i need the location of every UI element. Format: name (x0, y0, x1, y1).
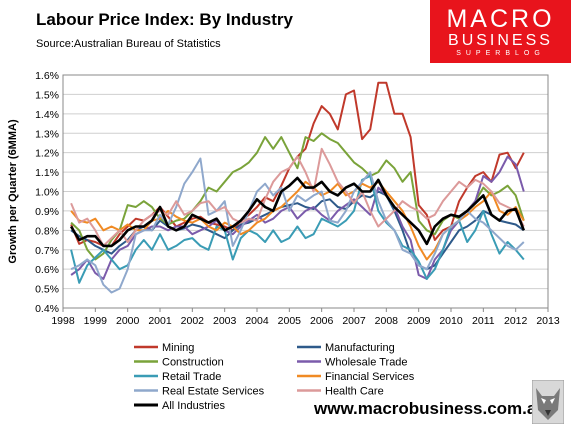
x-tick-label: 1999 (84, 315, 108, 327)
chart-source: Source:Australian Bureau of Statistics (36, 38, 221, 50)
legend-label: Wholesale Trade (325, 357, 408, 369)
y-axis-title: Growth per Quarter (6MMA) (7, 119, 19, 264)
legend-label: Retail Trade (162, 371, 221, 383)
logo-line-2: BUSINESS (448, 32, 553, 49)
footer-url: www.macrobusiness.com.au (314, 399, 547, 418)
x-tick-label: 2005 (278, 315, 302, 327)
series-lines (69, 81, 526, 294)
gridlines (63, 74, 548, 309)
series-line-financial-services (70, 180, 525, 261)
y-tick-label: 1.6% (35, 70, 59, 82)
x-tick-label: 2013 (536, 315, 560, 327)
macrobusiness-logo: MACRO BUSINESS SUPERBLOG (430, 0, 571, 63)
x-tick-label: 2006 (310, 315, 334, 327)
y-tick-label: 0.4% (35, 303, 59, 315)
x-tick-label: 2008 (375, 315, 399, 327)
y-tick-label: 0.8% (35, 225, 59, 237)
y-tick-label: 1.2% (35, 148, 59, 160)
y-tick-label: 0.9% (35, 206, 59, 218)
chart-title: Labour Price Index: By Industry (36, 10, 293, 29)
x-tick-label: 2012 (504, 315, 528, 327)
x-tick-label: 2007 (342, 315, 366, 327)
y-tick-label: 1.3% (35, 128, 59, 140)
y-tick-label: 1.1% (35, 167, 59, 179)
logo-line-1: MACRO (446, 5, 555, 33)
x-tick-label: 1998 (51, 315, 75, 327)
legend-label: All Industries (162, 400, 225, 412)
legend-label: Mining (162, 342, 194, 354)
x-tick-label: 2002 (181, 315, 205, 327)
series-line-all-industries (69, 176, 526, 248)
x-tick-label: 2004 (245, 315, 269, 327)
x-tick-label: 2003 (213, 315, 237, 327)
x-tick-label: 2010 (439, 315, 463, 327)
x-tick-label: 2009 (407, 315, 431, 327)
y-tick-label: 0.7% (35, 245, 59, 257)
x-tick-label: 2001 (148, 315, 172, 327)
y-tick-label: 1.4% (35, 109, 59, 121)
logo-line-3: SUPERBLOG (456, 50, 545, 57)
legend-label: Health Care (325, 386, 384, 398)
y-tick-label: 0.6% (35, 264, 59, 276)
series-line-real-estate-services (70, 157, 525, 294)
wolf-icon (532, 380, 564, 424)
x-tick-label: 2000 (116, 315, 140, 327)
series-line-retail-trade (70, 175, 525, 284)
legend-label: Real Estate Services (162, 386, 265, 398)
legend-label: Construction (162, 357, 224, 369)
plot-area (62, 74, 549, 309)
x-axis-ticks: 1998 1999 2000 2001 2002 2003 2004 2005 2006 2007… (51, 308, 560, 327)
legend: Mining Manufacturing Construction Wholesale… (134, 342, 415, 412)
x-tick-label: 2011 (472, 315, 495, 327)
legend-label: Financial Services (325, 371, 415, 383)
series-line-health-care (70, 147, 525, 247)
y-tick-label: 1.5% (35, 89, 59, 101)
y-tick-label: 1.0% (35, 187, 59, 199)
y-tick-label: 0.5% (35, 284, 59, 296)
y-axis-ticks: 0.4% 0.5% 0.6% 0.7% 0.8% 0.9% 1.0% 1.1% 1.2% 1.3%… (35, 70, 59, 315)
legend-label: Manufacturing (325, 342, 395, 354)
